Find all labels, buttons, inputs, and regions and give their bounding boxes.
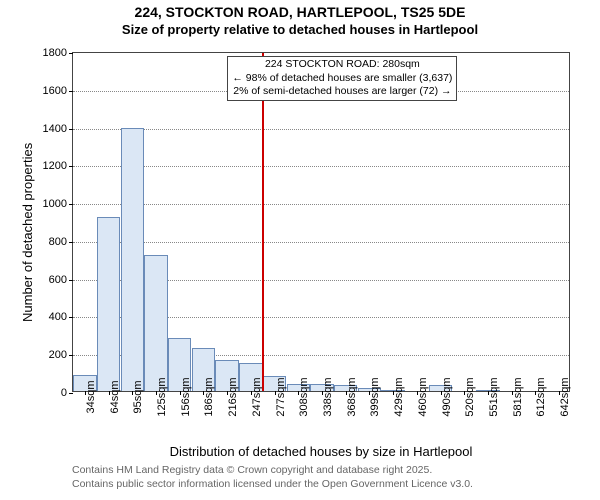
x-tick-label: 368sqm [346, 377, 358, 416]
reference-line [262, 53, 264, 391]
x-tick-mark [156, 391, 157, 395]
plot-area: 02004006008001000120014001600180034sqm64… [72, 52, 570, 392]
y-tick-mark [69, 53, 73, 54]
y-tick-mark [69, 355, 73, 356]
x-tick-label: 338sqm [322, 377, 334, 416]
histogram-bar [144, 255, 167, 391]
y-tick-mark [69, 166, 73, 167]
x-tick-label: 186sqm [203, 377, 215, 416]
x-tick-label: 551sqm [488, 377, 500, 416]
y-axis-label: Number of detached properties [20, 143, 35, 322]
x-tick-mark [132, 391, 133, 395]
x-tick-label: 429sqm [393, 377, 405, 416]
x-tick-mark [488, 391, 489, 395]
y-tick-mark [69, 91, 73, 92]
x-tick-mark [441, 391, 442, 395]
x-axis-label: Distribution of detached houses by size … [72, 444, 570, 459]
y-tick-mark [69, 129, 73, 130]
gridline [73, 242, 569, 243]
y-tick-label: 1400 [43, 123, 67, 135]
x-tick-mark [369, 391, 370, 395]
y-tick-mark [69, 317, 73, 318]
chart-title-line2: Size of property relative to detached ho… [0, 22, 600, 37]
y-tick-label: 1800 [43, 47, 67, 59]
y-tick-mark [69, 242, 73, 243]
x-tick-mark [251, 391, 252, 395]
x-tick-label: 520sqm [464, 377, 476, 416]
y-tick-label: 1600 [43, 85, 67, 97]
y-tick-label: 400 [49, 311, 67, 323]
x-tick-label: 642sqm [559, 377, 571, 416]
x-tick-label: 95sqm [132, 380, 144, 413]
gridline [73, 204, 569, 205]
x-tick-label: 125sqm [156, 377, 168, 416]
x-tick-label: 490sqm [441, 377, 453, 416]
x-tick-label: 612sqm [535, 377, 547, 416]
gridline [73, 129, 569, 130]
chart-title-line1: 224, STOCKTON ROAD, HARTLEPOOL, TS25 5DE [0, 4, 600, 20]
x-tick-mark [227, 391, 228, 395]
x-tick-mark [535, 391, 536, 395]
x-tick-mark [109, 391, 110, 395]
y-tick-mark [69, 204, 73, 205]
x-tick-label: 399sqm [369, 377, 381, 416]
y-tick-mark [69, 280, 73, 281]
y-tick-label: 600 [49, 274, 67, 286]
histogram-bar [121, 128, 144, 392]
y-tick-mark [69, 393, 73, 394]
x-tick-mark [393, 391, 394, 395]
y-tick-label: 1200 [43, 160, 67, 172]
chart-container: 224, STOCKTON ROAD, HARTLEPOOL, TS25 5DE… [0, 0, 600, 500]
x-tick-label: 156sqm [180, 377, 192, 416]
x-tick-mark [180, 391, 181, 395]
x-tick-mark [275, 391, 276, 395]
x-tick-label: 308sqm [298, 377, 310, 416]
attribution-text: Contains HM Land Registry data © Crown c… [72, 464, 473, 491]
y-tick-label: 0 [61, 387, 67, 399]
x-tick-mark [203, 391, 204, 395]
annotation-left: ← 98% of detached houses are smaller (3,… [232, 72, 452, 86]
x-tick-label: 460sqm [417, 377, 429, 416]
x-tick-mark [417, 391, 418, 395]
x-tick-mark [322, 391, 323, 395]
annotation-box: 224 STOCKTON ROAD: 280sqm← 98% of detach… [227, 56, 457, 101]
x-tick-label: 277sqm [275, 377, 287, 416]
x-tick-mark [298, 391, 299, 395]
x-tick-mark [559, 391, 560, 395]
x-tick-mark [346, 391, 347, 395]
y-tick-label: 800 [49, 236, 67, 248]
attribution-line1: Contains HM Land Registry data © Crown c… [72, 464, 473, 478]
x-tick-label: 581sqm [512, 377, 524, 416]
attribution-line2: Contains public sector information licen… [72, 478, 473, 492]
x-tick-label: 34sqm [85, 380, 97, 413]
x-tick-label: 64sqm [109, 380, 121, 413]
y-tick-label: 1000 [43, 198, 67, 210]
gridline [73, 166, 569, 167]
annotation-right: 2% of semi-detached houses are larger (7… [232, 85, 452, 99]
x-tick-label: 216sqm [227, 377, 239, 416]
x-tick-mark [512, 391, 513, 395]
x-tick-mark [85, 391, 86, 395]
annotation-title: 224 STOCKTON ROAD: 280sqm [232, 58, 452, 72]
histogram-bar [97, 217, 120, 391]
x-tick-mark [464, 391, 465, 395]
y-tick-label: 200 [49, 349, 67, 361]
